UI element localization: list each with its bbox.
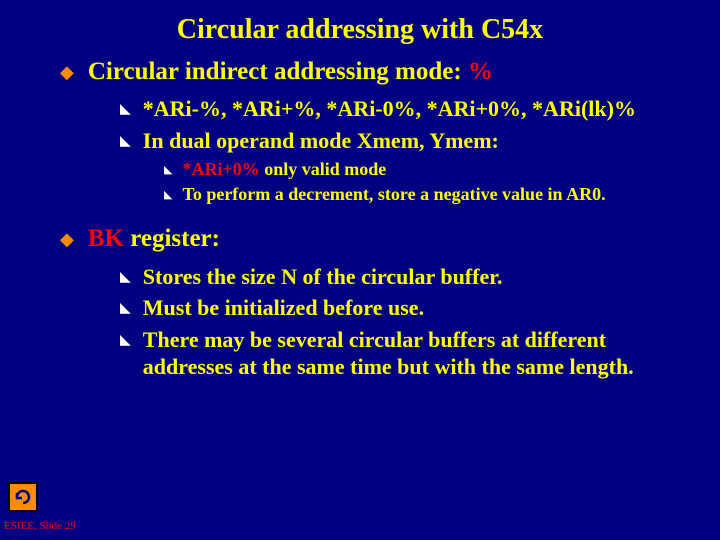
bullet-l2-variants: ◣ *ARi-%, *ARi+%, *ARi-0%, *ARi+0%, *ARi… — [120, 95, 690, 123]
return-icon[interactable] — [8, 482, 38, 512]
bullet-l1-bk-register: ◆ BK register: — [60, 223, 690, 254]
l2-text: There may be several circular buffers at… — [143, 326, 690, 381]
arrow-icon: ◣ — [120, 269, 131, 286]
l2-text: Stores the size N of the circular buffer… — [143, 263, 503, 291]
l1-text: BK register: — [88, 223, 220, 254]
l3-text: *ARi+0% only valid mode — [182, 158, 386, 181]
bullet-l1-addressing-mode: ◆ Circular indirect addressing mode: % — [60, 56, 690, 87]
heading-rest: register: — [124, 225, 220, 252]
arrow-icon: ◣ — [164, 163, 172, 176]
bullet-l3-decrement: ◣ To perform a decrement, store a negati… — [164, 183, 690, 206]
bullet-l2-several-buffers: ◣ There may be several circular buffers … — [120, 326, 690, 381]
slide-footer: ESIEE, Slide 29 — [4, 520, 76, 532]
l3-red: *ARi+0% — [182, 159, 259, 179]
slide-content: ◆ Circular indirect addressing mode: % ◣… — [0, 56, 720, 381]
arrow-icon: ◣ — [120, 133, 131, 150]
l2-text: *ARi-%, *ARi+%, *ARi-0%, *ARi+0%, *ARi(l… — [143, 95, 636, 123]
l2-text: Must be initialized before use. — [143, 294, 424, 322]
diamond-icon: ◆ — [60, 229, 74, 250]
l3-rest: only valid mode — [260, 159, 387, 179]
arrow-icon: ◣ — [120, 101, 131, 118]
bullet-l3-valid-mode: ◣ *ARi+0% only valid mode — [164, 158, 690, 181]
arrow-icon: ◣ — [164, 188, 172, 201]
heading-red: % — [468, 58, 493, 85]
slide-title: Circular addressing with C54x — [0, 0, 720, 56]
bullet-l2-stores-size: ◣ Stores the size N of the circular buff… — [120, 263, 690, 291]
diamond-icon: ◆ — [60, 62, 74, 83]
bullet-l2-dual-operand: ◣ In dual operand mode Xmem, Ymem: — [120, 127, 690, 155]
heading-text: Circular indirect addressing mode: — [88, 58, 468, 85]
arrow-icon: ◣ — [120, 300, 131, 317]
heading-red: BK — [88, 225, 124, 252]
bullet-l2-initialized: ◣ Must be initialized before use. — [120, 294, 690, 322]
arrow-icon: ◣ — [120, 332, 131, 349]
l1-text: Circular indirect addressing mode: % — [88, 56, 493, 87]
l2-text: In dual operand mode Xmem, Ymem: — [143, 127, 499, 155]
l3-text: To perform a decrement, store a negative… — [182, 183, 605, 206]
